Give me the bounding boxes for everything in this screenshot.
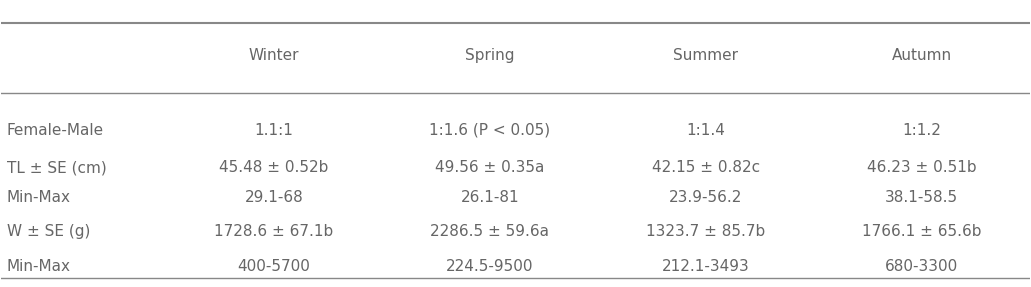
Text: 49.56 ± 0.35a: 49.56 ± 0.35a (435, 160, 544, 175)
Text: 1766.1 ± 65.6b: 1766.1 ± 65.6b (862, 224, 982, 239)
Text: 212.1-3493: 212.1-3493 (662, 259, 750, 274)
Text: 1728.6 ± 67.1b: 1728.6 ± 67.1b (214, 224, 333, 239)
Text: 1:1.4: 1:1.4 (687, 123, 725, 137)
Text: Autumn: Autumn (892, 48, 952, 63)
Text: 1:1.6 (P < 0.05): 1:1.6 (P < 0.05) (429, 123, 551, 137)
Text: Female-Male: Female-Male (6, 123, 104, 137)
Text: Spring: Spring (465, 48, 514, 63)
Text: 42.15 ± 0.82c: 42.15 ± 0.82c (652, 160, 760, 175)
Text: 23.9-56.2: 23.9-56.2 (669, 190, 742, 205)
Text: 29.1-68: 29.1-68 (244, 190, 303, 205)
Text: 400-5700: 400-5700 (237, 259, 310, 274)
Text: 1:1.2: 1:1.2 (902, 123, 941, 137)
Text: 1323.7 ± 85.7b: 1323.7 ± 85.7b (646, 224, 765, 239)
Text: Winter: Winter (248, 48, 299, 63)
Text: 224.5-9500: 224.5-9500 (446, 259, 534, 274)
Text: 680-3300: 680-3300 (885, 259, 958, 274)
Text: Min-Max: Min-Max (6, 190, 70, 205)
Text: 2286.5 ± 59.6a: 2286.5 ± 59.6a (430, 224, 550, 239)
Text: 26.1-81: 26.1-81 (461, 190, 519, 205)
Text: Min-Max: Min-Max (6, 259, 70, 274)
Text: 38.1-58.5: 38.1-58.5 (885, 190, 958, 205)
Text: TL ± SE (cm): TL ± SE (cm) (6, 160, 106, 175)
Text: 46.23 ± 0.51b: 46.23 ± 0.51b (867, 160, 976, 175)
Text: 45.48 ± 0.52b: 45.48 ± 0.52b (220, 160, 329, 175)
Text: 1.1:1: 1.1:1 (255, 123, 293, 137)
Text: W ± SE (g): W ± SE (g) (6, 224, 90, 239)
Text: Summer: Summer (673, 48, 738, 63)
